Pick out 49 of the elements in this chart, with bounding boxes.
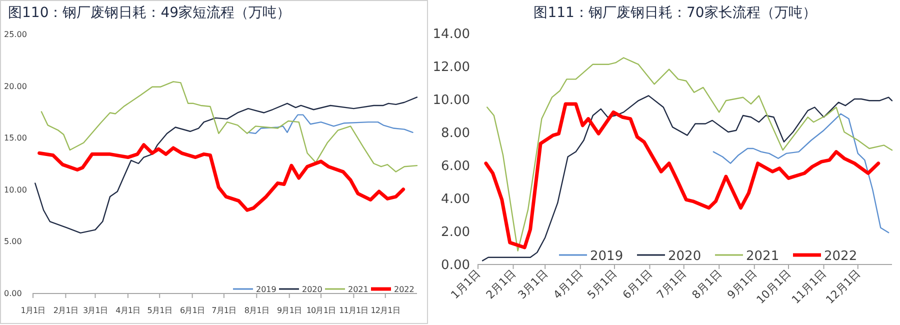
y-tick-label: 5.00 (4, 237, 22, 246)
x-tick-label: 9月1日 (277, 306, 302, 315)
x-tick-label: 6月1日 (620, 266, 655, 302)
y-tick-label: 20.00 (4, 82, 27, 91)
x-tick-label: 4月1日 (116, 306, 140, 315)
legend-label: 2020 (302, 285, 322, 294)
x-tick-label: 12月1日 (370, 306, 400, 315)
y-tick-label: 4.00 (441, 192, 470, 207)
y-tick-label: 10.00 (432, 93, 470, 108)
line-series (40, 81, 418, 172)
y-tick-label: 8.00 (441, 126, 470, 141)
y-tick-label: 15.00 (4, 134, 27, 143)
x-tick-label: 1月1日 (20, 306, 46, 315)
line-series (486, 57, 893, 252)
line-series (38, 143, 406, 212)
x-tick-label: 5月1日 (584, 266, 620, 302)
x-tick-label: 3月1日 (516, 266, 550, 302)
x-tick-label: 7月1日 (212, 306, 236, 315)
legend-label: 2022 (824, 249, 858, 264)
legend-label: 2021 (348, 285, 368, 294)
chart-title: 图110：钢厂废钢日耗：49家短流程（万吨） (8, 5, 291, 21)
x-tick-label: 5月1日 (147, 306, 172, 315)
y-tick-label: 10.00 (4, 185, 27, 194)
line-series (712, 113, 890, 234)
x-tick-label: 4月1日 (550, 266, 586, 302)
x-tick-label: 7月1日 (654, 266, 689, 302)
x-tick-label: 8月1日 (244, 306, 269, 315)
legend-label: 2021 (746, 249, 780, 264)
legend-label: 2020 (668, 249, 702, 264)
y-tick-label: 0.00 (4, 289, 22, 298)
legend-label: 2019 (256, 285, 276, 294)
y-tick-label: 6.00 (441, 159, 470, 174)
legend-label: 2022 (394, 285, 414, 294)
line-series (34, 96, 418, 234)
x-tick-label: 2月1日 (484, 266, 518, 302)
x-tick-label: 10月1日 (306, 306, 336, 315)
y-tick-label: 14.00 (432, 27, 470, 42)
legend-label: 2019 (590, 249, 624, 264)
x-tick-label: 11月1日 (339, 306, 368, 315)
y-tick-label: 25.00 (4, 30, 27, 39)
x-tick-label: 6月1日 (180, 306, 205, 315)
line-series (248, 114, 414, 134)
y-tick-label: 2.00 (441, 225, 470, 240)
x-tick-label: 8月1日 (690, 266, 724, 302)
y-tick-label: 12.00 (432, 60, 470, 75)
x-tick-label: 3月1日 (82, 306, 108, 315)
chart-title: 图111：钢厂废钢日耗：70家长流程（万吨） (534, 5, 816, 21)
x-tick-label: 2月1日 (53, 306, 78, 315)
y-tick-label: 0.00 (441, 258, 470, 273)
